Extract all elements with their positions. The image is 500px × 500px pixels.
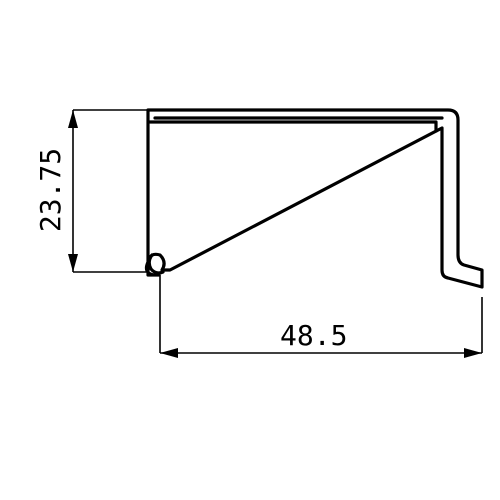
profile-outer <box>146 110 482 287</box>
profile-top-inner-edge <box>150 122 436 131</box>
arrowhead <box>68 110 78 128</box>
dim-label-width: 48.5 <box>280 319 347 352</box>
arrowhead <box>464 348 482 358</box>
arrowhead <box>68 254 78 272</box>
technical-drawing: 23.75 48.5 <box>0 0 500 500</box>
dim-width: 48.5 <box>160 275 482 358</box>
arrowhead <box>160 348 178 358</box>
dim-height: 23.75 <box>34 110 148 272</box>
dim-label-height: 23.75 <box>34 148 67 232</box>
